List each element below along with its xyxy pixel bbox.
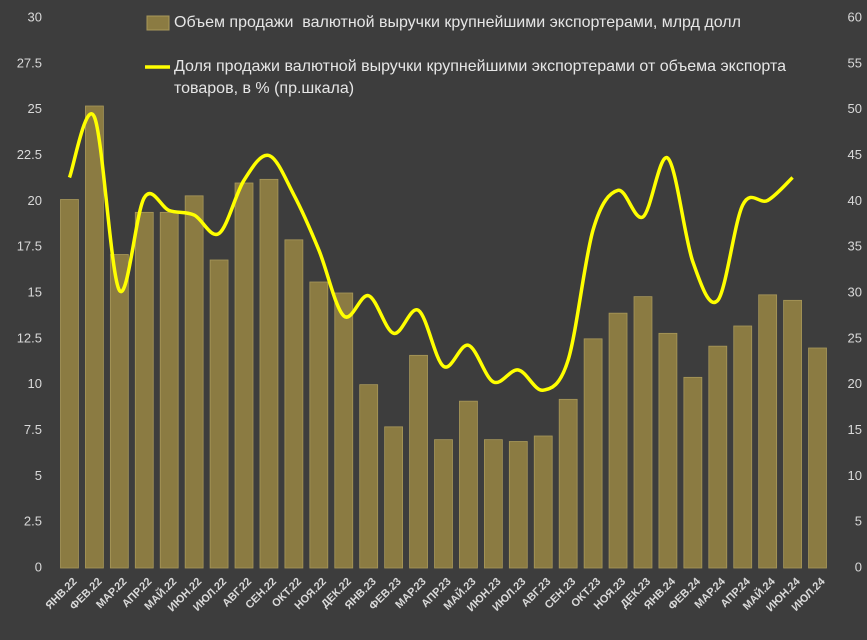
bar (259, 178, 279, 569)
y-tick-label: 10 (28, 376, 42, 391)
y-tick-label: 30 (28, 9, 42, 24)
legend-label: Доля продажи валютной выручки крупнейшим… (174, 58, 791, 97)
y2-tick-label: 60 (848, 9, 862, 24)
y2-tick-label: 55 (848, 55, 862, 70)
bar (384, 426, 404, 569)
y-tick-label: 17.5 (17, 239, 42, 254)
bar (483, 439, 503, 569)
bar (633, 296, 653, 569)
y-tick-label: 27.5 (17, 55, 42, 70)
bar (60, 199, 79, 569)
y2-tick-label: 50 (848, 101, 862, 116)
bar (808, 347, 827, 569)
bar (209, 259, 229, 569)
bar (309, 281, 329, 569)
y-tick-label: 5 (35, 468, 42, 483)
bar (334, 292, 354, 569)
y2-tick-label: 35 (848, 239, 862, 254)
bar (708, 345, 728, 569)
y2-tick-label: 30 (848, 284, 862, 299)
bar (683, 376, 703, 569)
y2-tick-label: 40 (848, 193, 862, 208)
y2-tick-label: 10 (848, 468, 862, 483)
bar (459, 400, 478, 569)
bar (234, 182, 254, 569)
y-tick-label: 12.5 (17, 330, 42, 345)
y-tick-label: 15 (28, 284, 42, 299)
y-tick-label: 20 (28, 193, 42, 208)
bar (758, 294, 778, 569)
bar (608, 312, 628, 569)
bar (109, 254, 129, 569)
y2-tick-label: 5 (855, 514, 862, 529)
bar (134, 211, 154, 569)
bar (359, 384, 379, 569)
y-tick-label: 0 (35, 559, 42, 574)
y2-tick-label: 0 (855, 559, 862, 574)
bar (558, 398, 578, 569)
bar (533, 435, 553, 569)
y2-tick-label: 20 (848, 376, 862, 391)
bar (184, 195, 204, 569)
line (67, 112, 794, 392)
y-tick-label: 7.5 (24, 422, 42, 437)
y-tick-label: 25 (28, 101, 42, 116)
y2-tick-label: 15 (848, 422, 862, 437)
bar (434, 439, 453, 569)
legend-swatch (146, 15, 170, 31)
bar (508, 441, 528, 569)
legend-label: Объем продажи валютной выручки крупнейши… (174, 14, 741, 31)
y2-tick-label: 45 (848, 147, 862, 162)
bar (159, 211, 179, 569)
bar (409, 354, 428, 569)
bar (783, 299, 802, 569)
bar (733, 325, 753, 569)
bar (658, 332, 678, 569)
bar (284, 239, 304, 569)
bar (583, 338, 603, 569)
y2-tick-label: 25 (848, 330, 862, 345)
bar (85, 105, 104, 569)
y-tick-label: 2.5 (24, 514, 42, 529)
y-tick-label: 22.5 (17, 147, 42, 162)
